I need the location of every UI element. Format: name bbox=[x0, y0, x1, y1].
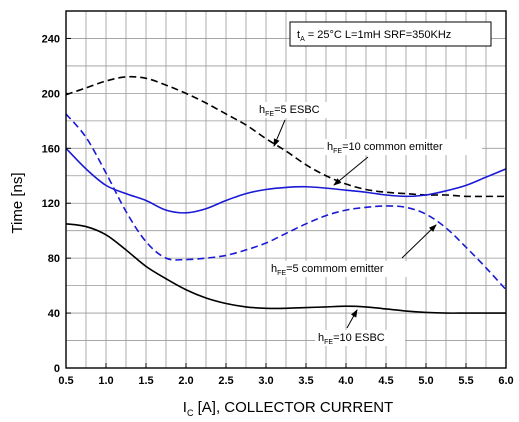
arrow-hfe10-esbc bbox=[346, 309, 358, 329]
series-line-hfe5-esbc bbox=[65, 75, 506, 198]
label-hfe5-ce: hFE=5 commom emitter bbox=[271, 263, 384, 277]
x-tick-label: 5.0 bbox=[418, 375, 433, 387]
arrow-hfe5-ce bbox=[401, 224, 437, 259]
y-axis-title: Time [ns] bbox=[9, 172, 26, 233]
y-tick-label: 0 bbox=[54, 363, 60, 375]
grid bbox=[66, 11, 506, 368]
series-layer bbox=[65, 75, 507, 314]
series-line-hfe5-ce bbox=[65, 113, 507, 291]
x-tick-label: 2.5 bbox=[218, 375, 233, 387]
x-tick-label: 6.0 bbox=[498, 375, 513, 387]
x-tick-label: 1.5 bbox=[138, 375, 153, 387]
x-axis-title: IC [A], COLLECTOR CURRENT bbox=[183, 399, 393, 418]
y-tick-label: 40 bbox=[48, 308, 60, 320]
label-bg-hfe5-ce bbox=[268, 261, 420, 277]
label-hfe5-esbc: hFE=5 ESBC bbox=[259, 104, 320, 118]
condition-box bbox=[289, 21, 492, 47]
label-bg-hfe10-esbc bbox=[315, 330, 405, 346]
annotations: tA = 25°C L=1mH SRF=350KHz hFE=5 ESBC hF… bbox=[256, 21, 492, 346]
plot-frame bbox=[65, 10, 507, 369]
x-tick-label: 0.5 bbox=[58, 375, 73, 387]
x-tick-label: 5.5 bbox=[458, 375, 473, 387]
y-tick-label: 200 bbox=[42, 88, 60, 100]
label-hfe10-ce: hFE=10 common emitter bbox=[327, 141, 443, 155]
y-tick-label: 80 bbox=[48, 253, 60, 265]
y-tick-label: 120 bbox=[42, 198, 60, 210]
arrow-hfe5-esbc bbox=[273, 119, 286, 147]
label-bg-hfe5-esbc bbox=[256, 102, 336, 118]
condition-label: tA = 25°C L=1mH SRF=350KHz bbox=[297, 29, 451, 43]
label-bg-hfe10-ce bbox=[324, 139, 482, 155]
label-hfe10-esbc: hFE=10 ESBC bbox=[318, 332, 385, 346]
y-tick-label: 240 bbox=[42, 33, 60, 45]
x-tick-label: 2.0 bbox=[178, 375, 193, 387]
x-tick-label: 3.0 bbox=[258, 375, 273, 387]
series-line-hfe10-ce bbox=[65, 147, 507, 214]
series-line-hfe10-esbc bbox=[65, 223, 506, 314]
ticks: 0.5 1.0 1.5 2.0 2.5 3.0 3.5 4.0 4.5 5.0 5.5 6.0 0 40 8… bbox=[42, 33, 514, 387]
x-tick-label: 4.0 bbox=[338, 375, 353, 387]
y-tick-label: 160 bbox=[42, 143, 60, 155]
x-tick-label: 4.5 bbox=[378, 375, 393, 387]
arrow-hfe10-ce bbox=[333, 156, 369, 186]
x-tick-label: 3.5 bbox=[298, 375, 313, 387]
x-tick-label: 1.0 bbox=[98, 375, 113, 387]
